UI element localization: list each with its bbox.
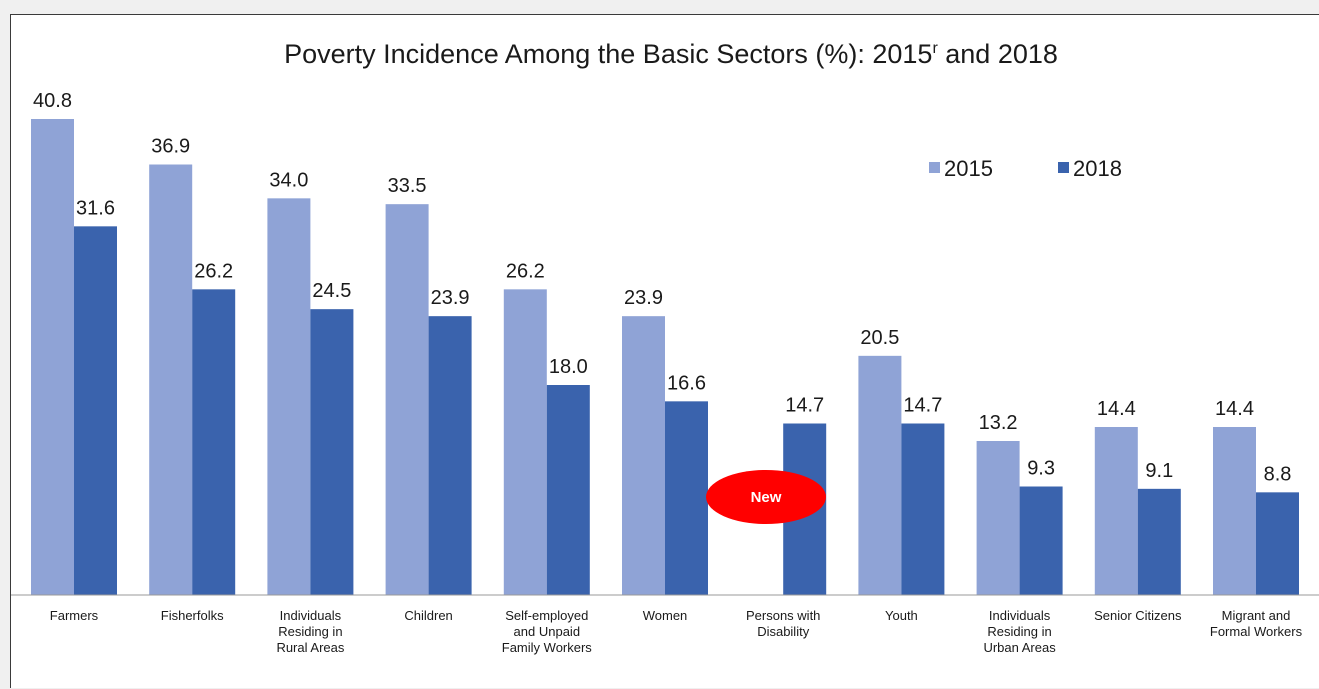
legend-label-2018: 2018: [1073, 156, 1122, 181]
bar-2018-4: [546, 385, 590, 595]
annotations-layer: New: [706, 470, 826, 524]
bar-2015-0: [31, 119, 74, 595]
category-label-8-0: Individuals: [989, 608, 1051, 623]
value-label-2015-9: 14.4: [1097, 398, 1136, 420]
bar-2018-10: [1256, 492, 1299, 595]
category-label-0-0: Farmers: [50, 608, 99, 623]
chart-frame: Poverty Incidence Among the Basic Sector…: [10, 14, 1319, 688]
title-main: Poverty Incidence Among the Basic Sector…: [284, 39, 932, 69]
value-label-2015-3: 33.5: [388, 175, 427, 197]
bar-2018-0: [74, 226, 117, 596]
value-label-2018-7: 14.7: [903, 395, 942, 417]
bar-2015-9: [1094, 427, 1138, 595]
category-label-2-0: Individuals: [280, 608, 342, 623]
legend-label-2015: 2015: [944, 156, 993, 181]
category-label-9-0: Senior Citizens: [1094, 608, 1182, 623]
value-label-2018-8: 9.3: [1027, 458, 1055, 480]
bar-2015-2: [267, 198, 311, 596]
category-label-5-0: Women: [643, 608, 688, 623]
value-label-2018-2: 24.5: [312, 280, 351, 302]
category-label-10-0: Migrant and: [1222, 608, 1291, 623]
bar-2015-3: [385, 204, 429, 595]
value-labels-layer: 40.8 31.6 36.9 26.2 34.0 24.5 33.5 23.9 26.2 18.0…: [33, 90, 1291, 485]
value-label-2015-8: 13.2: [979, 412, 1018, 434]
bar-2015-8: [976, 441, 1020, 595]
category-label-7-0: Youth: [885, 608, 918, 623]
legend: 2015 2018: [929, 156, 1122, 181]
category-label-2-1: Residing in: [278, 624, 342, 639]
value-label-2015-5: 23.9: [624, 287, 663, 309]
legend-swatch-2015: [929, 162, 940, 173]
bar-2018-1: [192, 289, 236, 595]
category-label-3-0: Children: [404, 608, 452, 623]
category-label-6-0: Persons with: [746, 608, 820, 623]
bars-layer: [31, 119, 1299, 596]
category-label-10-1: Formal Workers: [1210, 624, 1303, 639]
value-label-2018-1: 26.2: [194, 260, 233, 282]
title-suffix: and 2018: [938, 39, 1058, 69]
value-label-2015-1: 36.9: [151, 136, 190, 158]
bar-2018-5: [665, 401, 708, 595]
value-label-2018-4: 18.0: [549, 356, 588, 378]
value-label-2018-6: 14.7: [785, 395, 824, 417]
legend-swatch-2018: [1058, 162, 1069, 173]
value-label-2015-7: 20.5: [860, 327, 899, 349]
bar-2015-1: [149, 164, 193, 595]
bar-2015-7: [858, 355, 902, 595]
bar-2015-10: [1213, 427, 1256, 595]
bar-2018-2: [310, 309, 354, 595]
value-label-2018-0: 31.6: [76, 197, 115, 219]
value-label-2018-5: 16.6: [667, 372, 706, 394]
category-label-1-0: Fisherfolks: [161, 608, 224, 623]
value-label-2018-3: 23.9: [431, 287, 470, 309]
value-label-2015-4: 26.2: [506, 260, 545, 282]
bar-2015-4: [503, 289, 547, 595]
bar-2018-7: [901, 423, 945, 595]
title-superscript: r: [932, 40, 938, 57]
category-label-8-1: Residing in: [987, 624, 1051, 639]
bar-2018-9: [1137, 488, 1181, 595]
new-badge-label: New: [751, 489, 782, 506]
category-label-4-2: Family Workers: [502, 640, 593, 655]
chart-title: Poverty Incidence Among the Basic Sector…: [284, 39, 1058, 69]
value-label-2015-10: 14.4: [1215, 398, 1254, 420]
bar-2018-8: [1019, 486, 1063, 595]
value-label-2015-0: 40.8: [33, 90, 72, 112]
value-label-2015-2: 34.0: [269, 169, 308, 191]
bar-2018-3: [428, 316, 472, 595]
chart-svg: Poverty Incidence Among the Basic Sector…: [11, 39, 1319, 655]
value-label-2018-10: 8.8: [1264, 463, 1292, 485]
category-label-4-0: Self-employed: [505, 608, 588, 623]
category-label-4-1: and Unpaid: [514, 624, 581, 639]
new-badge-ellipse: [706, 470, 826, 524]
value-label-2018-9: 9.1: [1145, 460, 1173, 482]
bar-2015-5: [622, 316, 665, 595]
category-label-2-2: Rural Areas: [276, 640, 344, 655]
category-label-8-2: Urban Areas: [983, 640, 1056, 655]
category-label-6-1: Disability: [757, 624, 810, 639]
